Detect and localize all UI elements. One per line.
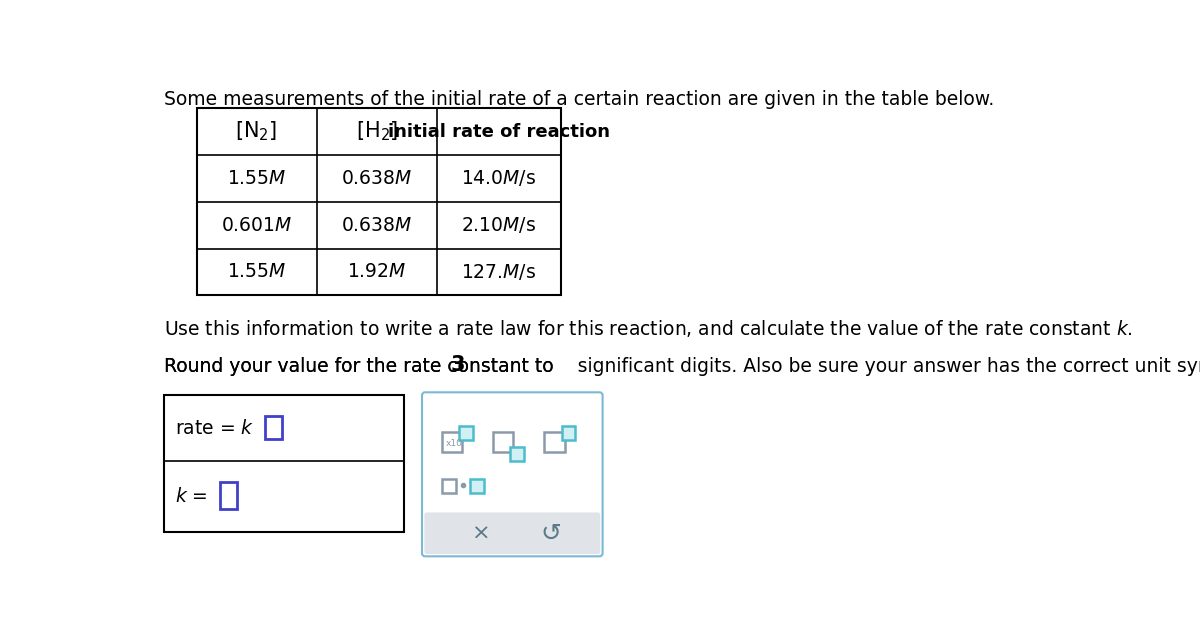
Text: ×: × bbox=[472, 524, 491, 544]
Text: Some measurements of the initial rate of a certain reaction are given in the tab: Some measurements of the initial rate of… bbox=[164, 90, 995, 109]
Text: 2.10$\mathit{M}$/s: 2.10$\mathit{M}$/s bbox=[461, 215, 536, 235]
Bar bbox=[442, 432, 462, 452]
Text: 1.55$\mathit{M}$: 1.55$\mathit{M}$ bbox=[227, 169, 287, 188]
Bar bbox=[164, 396, 404, 532]
Text: 14.0$\mathit{M}$/s: 14.0$\mathit{M}$/s bbox=[461, 168, 536, 188]
Text: Use this information to write a rate law for this reaction, and calculate the va: Use this information to write a rate law… bbox=[164, 319, 1133, 339]
FancyBboxPatch shape bbox=[425, 513, 600, 554]
Text: Round your value for the rate constant to: Round your value for the rate constant t… bbox=[164, 357, 559, 376]
Text: 3: 3 bbox=[451, 355, 466, 375]
Text: 1.92$\mathit{M}$: 1.92$\mathit{M}$ bbox=[347, 262, 407, 281]
FancyBboxPatch shape bbox=[422, 392, 602, 556]
Text: 127.$\mathit{M}$/s: 127.$\mathit{M}$/s bbox=[461, 262, 536, 282]
Bar bbox=[470, 479, 484, 493]
Text: x10: x10 bbox=[445, 439, 462, 447]
Bar bbox=[442, 479, 456, 493]
Bar bbox=[510, 447, 524, 461]
Text: ↺: ↺ bbox=[540, 522, 562, 546]
Text: 0.638$\mathit{M}$: 0.638$\mathit{M}$ bbox=[341, 169, 413, 188]
Text: $\left[\mathrm{H_2}\right]$: $\left[\mathrm{H_2}\right]$ bbox=[355, 120, 398, 143]
Bar bbox=[265, 416, 282, 439]
Bar bbox=[545, 432, 565, 452]
Bar bbox=[493, 432, 514, 452]
Text: rate = $k$: rate = $k$ bbox=[175, 418, 254, 437]
Bar bbox=[220, 482, 236, 509]
Text: Round your value for the rate constant to    significant digits. Also be sure yo: Round your value for the rate constant t… bbox=[164, 357, 1200, 376]
Text: 0.638$\mathit{M}$: 0.638$\mathit{M}$ bbox=[341, 216, 413, 234]
Bar bbox=[460, 426, 473, 440]
Text: $\left[\mathrm{N_2}\right]$: $\left[\mathrm{N_2}\right]$ bbox=[235, 120, 277, 143]
Text: initial rate of reaction: initial rate of reaction bbox=[388, 123, 610, 140]
Bar bbox=[562, 426, 576, 440]
Text: 0.601$\mathit{M}$: 0.601$\mathit{M}$ bbox=[221, 216, 293, 234]
Bar bbox=[197, 108, 560, 295]
Text: 1.55$\mathit{M}$: 1.55$\mathit{M}$ bbox=[227, 262, 287, 281]
Text: $k$ =: $k$ = bbox=[175, 487, 208, 506]
